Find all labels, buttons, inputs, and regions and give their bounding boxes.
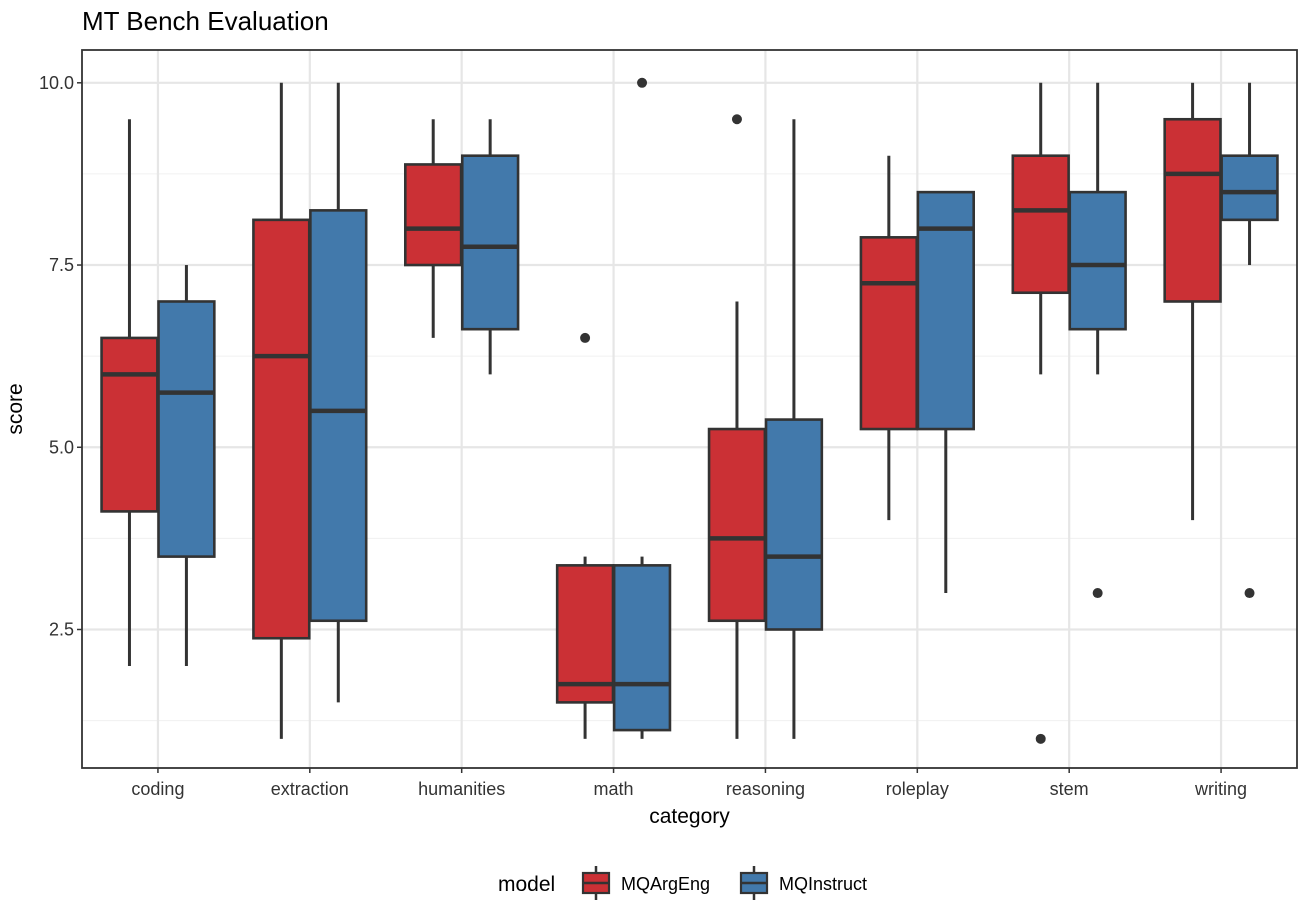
- legend-keys: MQArgEng MQInstruct: [581, 866, 867, 900]
- outlier-point: [637, 77, 648, 88]
- box: [612, 564, 672, 732]
- boxplot-reasoning-MQArgEng: [707, 114, 767, 739]
- x-tick-label: coding: [131, 779, 184, 799]
- legend-label: MQArgEng: [621, 874, 710, 894]
- legend-item-MQArgEng: MQArgEng: [581, 866, 710, 900]
- x-tick-label: roleplay: [886, 779, 949, 799]
- box: [1011, 154, 1070, 295]
- x-tick-label: math: [594, 779, 634, 799]
- box: [1163, 117, 1222, 303]
- box: [157, 300, 216, 558]
- box: [1068, 190, 1127, 331]
- box: [252, 218, 311, 640]
- boxplot-stem-MQInstruct: [1068, 82, 1127, 599]
- legend-title: model: [498, 873, 555, 896]
- box: [309, 209, 368, 623]
- box: [764, 418, 824, 631]
- box: [100, 336, 159, 513]
- y-tick-label: 5.0: [49, 437, 74, 457]
- legend: model MQArgEng MQInstruct: [498, 866, 867, 900]
- x-axis: coding extraction humanities math reasoning r…: [131, 768, 1247, 799]
- boxplot-writing-MQArgEng: [1163, 82, 1222, 521]
- box: [555, 564, 615, 704]
- outlier-point: [1035, 733, 1046, 744]
- y-axis: 2.5 5.0 7.5 10.0: [39, 73, 82, 640]
- outlier-point: [1092, 588, 1103, 599]
- boxplot-humanities-MQInstruct: [460, 119, 520, 375]
- boxplot-writing-MQInstruct: [1220, 82, 1279, 599]
- x-tick-label: humanities: [418, 779, 505, 799]
- boxplot-coding-MQArgEng: [100, 119, 159, 666]
- outlier-point: [580, 332, 591, 343]
- y-tick-label: 2.5: [49, 620, 74, 640]
- x-axis-title: category: [649, 805, 730, 828]
- outlier-point: [731, 114, 742, 125]
- chart-title: MT Bench Evaluation: [82, 6, 329, 36]
- y-axis-title: score: [4, 383, 27, 434]
- box: [404, 163, 463, 267]
- outlier-point: [1244, 588, 1255, 599]
- box: [916, 190, 975, 431]
- boxplot-coding-MQInstruct: [157, 265, 216, 666]
- boxplot-humanities-MQArgEng: [404, 119, 463, 338]
- box: [859, 236, 919, 431]
- x-tick-label: stem: [1050, 779, 1089, 799]
- boxplots: [100, 77, 1279, 744]
- boxplot-math-MQInstruct: [612, 77, 672, 739]
- plot-panel-border: [81, 49, 1298, 769]
- box: [460, 154, 520, 331]
- x-tick-label: reasoning: [726, 779, 805, 799]
- boxplot-reasoning-MQInstruct: [764, 119, 824, 739]
- boxplot-stem-MQArgEng: [1011, 82, 1070, 744]
- y-tick-label: 7.5: [49, 255, 74, 275]
- boxplot-roleplay-MQInstruct: [916, 190, 975, 594]
- x-tick-label: extraction: [271, 779, 349, 799]
- box: [1220, 154, 1279, 222]
- boxplot-extraction-MQArgEng: [252, 82, 311, 739]
- x-tick-label: writing: [1194, 779, 1247, 799]
- box: [707, 427, 767, 623]
- legend-item-MQInstruct: MQInstruct: [739, 866, 867, 900]
- boxplot-roleplay-MQArgEng: [859, 155, 919, 521]
- legend-label: MQInstruct: [779, 874, 867, 894]
- boxplot-extraction-MQInstruct: [309, 82, 368, 703]
- y-tick-label: 10.0: [39, 73, 74, 93]
- boxplot-math-MQArgEng: [555, 332, 615, 739]
